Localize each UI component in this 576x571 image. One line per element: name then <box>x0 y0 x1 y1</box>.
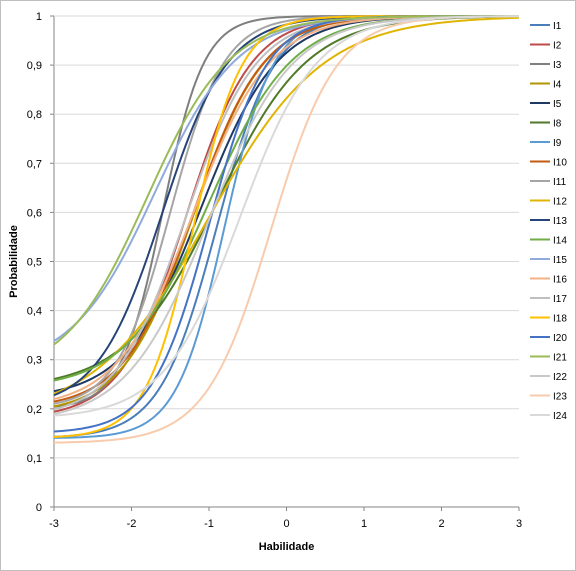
y-tick-label: 0 <box>36 502 42 514</box>
plot-area: 0 0,1 0,2 0,3 0,4 0,5 0,6 0,7 0,8 0,9 1 -3 -2 -1 0 1 2 3 <box>27 11 522 530</box>
legend-label-i20: I20 <box>553 333 567 344</box>
gridlines <box>54 15 519 459</box>
y-tick-label: 0,4 <box>27 306 42 318</box>
legend-label-i11: I11 <box>553 177 567 188</box>
y-tick-label: 1 <box>36 11 42 23</box>
legend-label-i23: I23 <box>553 392 567 403</box>
series-line-i20 <box>53 15 519 433</box>
y-tick-label: 0,2 <box>27 404 42 416</box>
y-tick-label: 0,8 <box>27 109 42 121</box>
y-tick-label: 0,3 <box>27 355 42 367</box>
series-line-i13 <box>53 15 519 397</box>
series-line-i12 <box>53 16 520 395</box>
legend-label-i17: I17 <box>553 294 567 305</box>
legend-label-i1: I1 <box>553 21 562 32</box>
y-tick-label: 0,6 <box>27 207 42 219</box>
series-line-i18 <box>53 15 519 438</box>
y-tick-label: 0,7 <box>27 158 42 170</box>
x-tick-labels: -3 -2 -1 0 1 2 3 <box>49 507 522 530</box>
x-tick-label: -3 <box>49 518 59 530</box>
x-tick-label: 2 <box>438 518 444 530</box>
legend-label-i12: I12 <box>553 197 567 208</box>
legend-label-i18: I18 <box>553 314 567 325</box>
series-line-i21 <box>53 15 519 346</box>
y-tick-label: 0,5 <box>27 257 42 269</box>
legend-label-i14: I14 <box>553 236 567 247</box>
x-tick-label: 0 <box>283 518 289 530</box>
series-lines <box>53 15 520 444</box>
x-tick-label: 3 <box>516 518 522 530</box>
series-line-i16 <box>53 15 520 401</box>
legend-label-i3: I3 <box>553 60 562 71</box>
legend-label-i21: I21 <box>553 353 567 364</box>
legend-label-i8: I8 <box>553 119 562 130</box>
x-tick-label: 1 <box>361 518 367 530</box>
x-tick-label: -1 <box>204 518 214 530</box>
series-line-i9 <box>53 15 519 439</box>
legend-label-i13: I13 <box>553 216 567 227</box>
series-line-i2 <box>53 15 520 413</box>
y-tick-label: 0,1 <box>27 453 42 465</box>
legend-label-i10: I10 <box>553 158 567 169</box>
series-line-i24 <box>53 15 520 417</box>
x-axis-title: Habilidade <box>259 541 315 553</box>
y-tick-labels: 0 0,1 0,2 0,3 0,4 0,5 0,6 0,7 0,8 0,9 1 <box>27 11 54 514</box>
legend-label-i16: I16 <box>553 275 567 286</box>
legend-label-i24: I24 <box>553 411 567 422</box>
y-tick-label: 0,9 <box>27 60 42 72</box>
series-line-i5 <box>53 15 520 393</box>
legend: I1 I2 I3 I4 I5 I8 I9 I10 I11 I12 I13 I14 I15 I16 I17 I1… <box>530 21 567 422</box>
legend-label-i15: I15 <box>553 255 567 266</box>
legend-label-i9: I9 <box>553 138 562 149</box>
legend-label-i5: I5 <box>553 99 562 110</box>
legend-label-i22: I22 <box>553 372 567 383</box>
y-axis-title: Probabilidade <box>8 225 20 298</box>
legend-label-i2: I2 <box>553 41 562 52</box>
x-tick-label: -2 <box>127 518 137 530</box>
legend-label-i4: I4 <box>553 80 562 91</box>
series-line-i1 <box>53 15 519 438</box>
